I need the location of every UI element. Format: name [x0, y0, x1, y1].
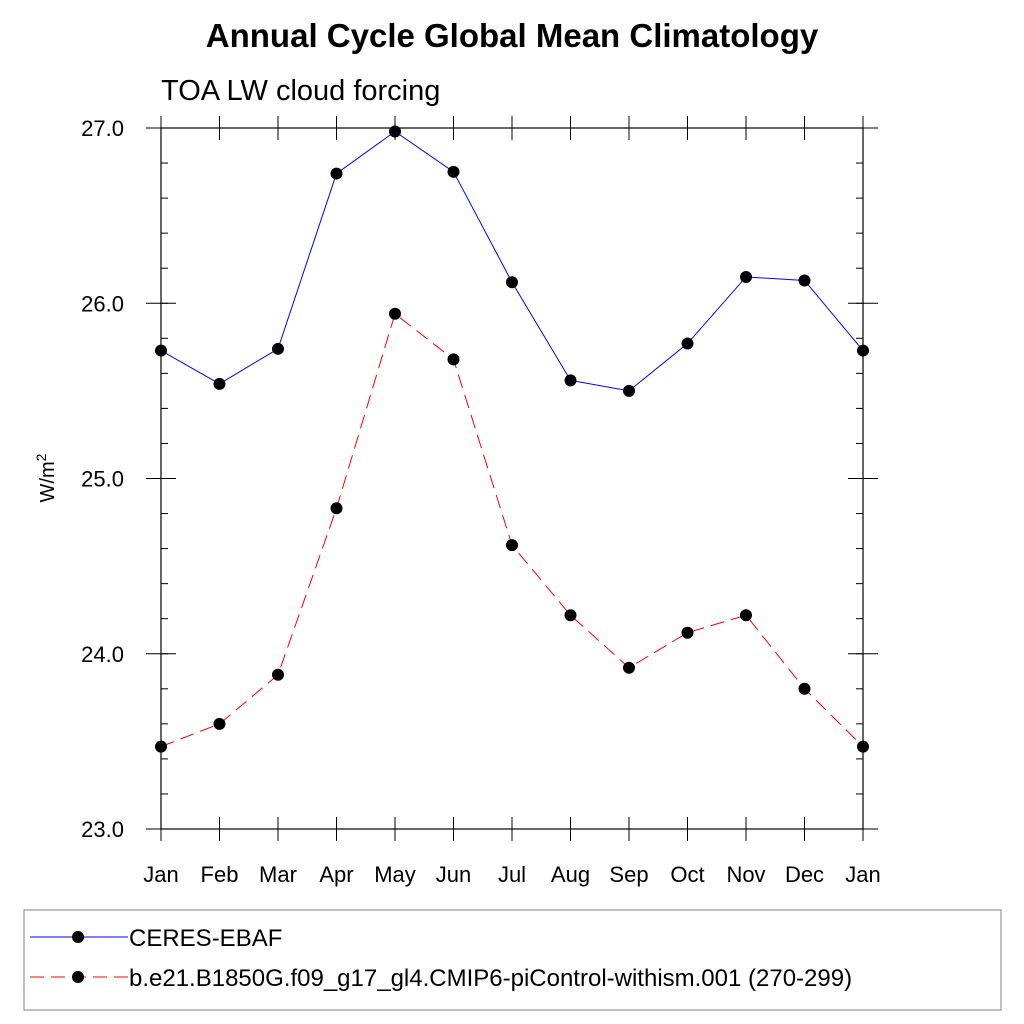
legend-marker [72, 931, 84, 943]
y-tick-label: 26.0 [81, 291, 124, 316]
series-1 [155, 125, 869, 397]
legend-label: b.e21.B1850G.f09_g17_gl4.CMIP6-piControl… [129, 965, 852, 992]
legend-item: CERES-EBAF [30, 925, 282, 952]
svg-text:W/m2: W/m2 [33, 453, 59, 502]
data-point [857, 344, 869, 357]
data-point [155, 740, 167, 753]
data-point [623, 384, 635, 397]
y-axis-label-superscript: 2 [33, 453, 49, 461]
x-tick-label: Jan [143, 862, 178, 887]
plot-frame [160, 127, 864, 830]
data-point [447, 165, 460, 178]
y-tick-label: 23.0 [81, 817, 124, 842]
data-point [272, 342, 284, 355]
chart-subtitle: TOA LW cloud forcing [161, 75, 440, 107]
x-tick-labels: Jan Feb Mar Apr May Jun Jul Aug Sep Oct Nov Dec Jan [143, 862, 880, 887]
data-point [798, 274, 811, 287]
chart-title: Annual Cycle Global Mean Climatology [206, 17, 819, 54]
data-point [330, 167, 343, 180]
y-tick-labels: 27.0 26.0 25.0 24.0 23.0 [81, 116, 124, 842]
ticks-layer [146, 116, 878, 841]
x-tick-label: Jan [845, 862, 880, 887]
legend: CERES-EBAF b.e21.B1850G.f09_g17_gl4.CMIP6… [30, 925, 852, 992]
y-axis-label-text: W/m [37, 461, 59, 502]
data-point [681, 626, 694, 639]
data-point [681, 337, 694, 350]
series-line [160, 130, 864, 392]
data-point [389, 125, 401, 138]
data-point [330, 502, 343, 515]
legend-item: b.e21.B1850G.f09_g17_gl4.CMIP6-piControl… [30, 965, 852, 992]
series-layer [155, 125, 869, 753]
data-point [272, 668, 284, 681]
x-tick-label: Aug [551, 862, 590, 887]
y-tick-label: 27.0 [81, 116, 124, 141]
x-tick-label: May [374, 862, 416, 887]
data-point [447, 353, 460, 366]
data-point [564, 609, 577, 622]
x-tick-label: Mar [259, 862, 297, 887]
x-tick-label: Dec [785, 862, 824, 887]
data-point [213, 377, 226, 390]
data-point [213, 717, 226, 730]
data-point [564, 374, 577, 387]
series-line [160, 312, 864, 748]
data-point [857, 740, 869, 753]
data-point [740, 270, 752, 283]
x-tick-label: Sep [609, 862, 648, 887]
x-tick-label: Feb [201, 862, 239, 887]
data-point [798, 682, 811, 695]
y-tick-label: 24.0 [81, 642, 124, 667]
x-tick-label: Jun [436, 862, 471, 887]
y-axis-label: W/m2 [33, 453, 59, 502]
y-tick-label: 25.0 [81, 467, 124, 492]
data-point [623, 661, 635, 674]
x-tick-label: Nov [726, 862, 765, 887]
data-point [506, 276, 518, 289]
legend-box [23, 909, 1002, 1011]
data-point [740, 609, 752, 622]
legend-label: CERES-EBAF [129, 925, 282, 952]
data-point [389, 307, 401, 320]
legend-marker [72, 971, 84, 983]
data-point [506, 539, 518, 552]
data-point [155, 344, 167, 357]
series-2 [155, 307, 869, 753]
x-tick-label: Jul [498, 862, 526, 887]
x-tick-label: Oct [670, 862, 704, 887]
x-tick-label: Apr [319, 862, 353, 887]
